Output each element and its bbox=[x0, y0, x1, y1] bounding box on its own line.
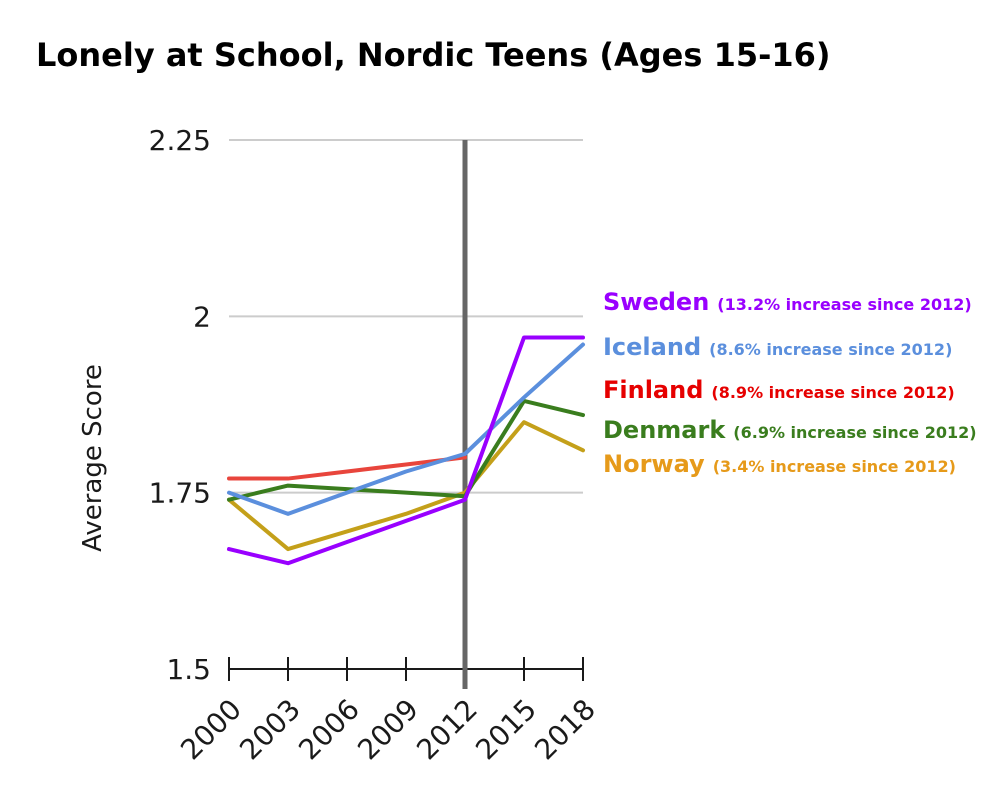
series-line-iceland bbox=[227, 342, 585, 516]
x-tick-label-2015: 2015 bbox=[469, 693, 543, 767]
legend-name-denmark: Denmark bbox=[603, 416, 726, 444]
legend-note-norway: (3.4% increase since 2012) bbox=[713, 457, 956, 476]
series-line-finland bbox=[227, 455, 467, 481]
y-tick-label-1.5: 1.5 bbox=[166, 653, 211, 686]
legend-name-sweden: Sweden bbox=[603, 288, 709, 316]
legend-note-sweden: (13.2% increase since 2012) bbox=[717, 295, 971, 314]
legend-note-iceland: (8.6% increase since 2012) bbox=[709, 340, 952, 359]
legend-name-finland: Finland bbox=[603, 376, 703, 404]
legend-entry-denmark: Denmark (6.9% increase since 2012) bbox=[603, 416, 977, 444]
x-tick-label-2009: 2009 bbox=[351, 693, 425, 767]
x-tick-label-2000: 2000 bbox=[174, 693, 248, 767]
legend-entry-norway: Norway (3.4% increase since 2012) bbox=[603, 450, 956, 478]
gridlines bbox=[229, 139, 583, 494]
series-line-sweden bbox=[227, 335, 585, 566]
series-lines bbox=[227, 335, 585, 566]
chart-title: Lonely at School, Nordic Teens (Ages 15-… bbox=[36, 36, 831, 74]
legend-name-iceland: Iceland bbox=[603, 333, 701, 361]
y-tick-label-2.25: 2.25 bbox=[149, 124, 211, 157]
legend-name-norway: Norway bbox=[603, 450, 705, 478]
x-tick-label-2003: 2003 bbox=[233, 693, 307, 767]
y-tick-labels: 1.5 1.75 2 2.25 bbox=[149, 124, 211, 686]
y-tick-label-1.75: 1.75 bbox=[149, 477, 211, 510]
series-line-denmark bbox=[227, 398, 585, 502]
x-tick-label-2006: 2006 bbox=[292, 693, 366, 767]
legend-entry-finland: Finland (8.9% increase since 2012) bbox=[603, 376, 955, 404]
legend-note-finland: (8.9% increase since 2012) bbox=[711, 383, 954, 402]
legend: Sweden (13.2% increase since 2012) Iceland… bbox=[603, 288, 977, 478]
y-axis-title: Average Score bbox=[78, 364, 108, 552]
y-tick-label-2: 2 bbox=[193, 300, 211, 333]
series-line-norway bbox=[227, 420, 585, 552]
legend-entry-iceland: Iceland (8.6% increase since 2012) bbox=[603, 333, 952, 361]
x-tick-label-2018: 2018 bbox=[528, 693, 602, 767]
x-tick-label-2012: 2012 bbox=[410, 693, 484, 767]
legend-entry-sweden: Sweden (13.2% increase since 2012) bbox=[603, 288, 972, 316]
legend-note-denmark: (6.9% increase since 2012) bbox=[733, 423, 976, 442]
